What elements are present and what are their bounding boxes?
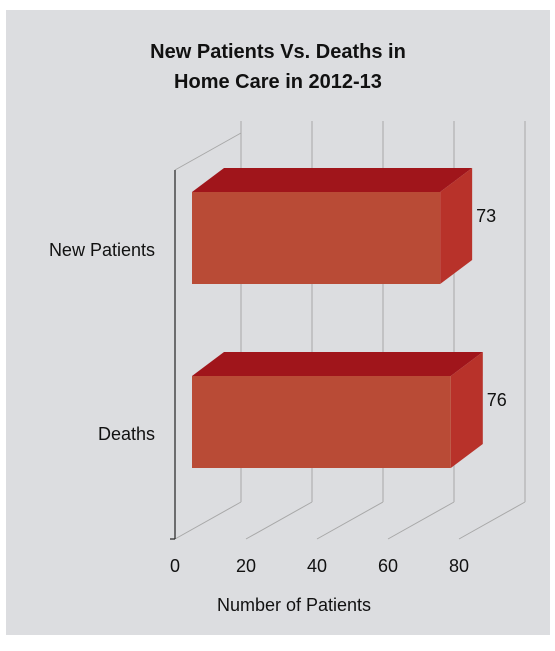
x-tick-label: 0 xyxy=(170,556,180,576)
bar-top-face xyxy=(192,352,483,376)
x-tick-label: 20 xyxy=(236,556,256,576)
wall-edge-line xyxy=(174,132,242,171)
chart-panel: New Patients Vs. Deaths in Home Care in … xyxy=(6,10,550,635)
data-label: 76 xyxy=(487,390,507,410)
chart-title-line-2: Home Care in 2012-13 xyxy=(174,71,382,93)
floor-gridline xyxy=(316,501,384,540)
floor-gridline xyxy=(245,501,313,540)
bar-top-face xyxy=(192,168,473,192)
x-tick-label: 80 xyxy=(449,556,469,576)
bar-side-face xyxy=(450,352,483,468)
floor-gridline xyxy=(174,501,242,540)
x-tick-label: 60 xyxy=(378,556,398,576)
floor-gridline xyxy=(387,501,455,540)
bar-chart: New Patients Vs. Deaths in Home Care in … xyxy=(49,41,526,615)
category-label: New Patients xyxy=(49,240,155,260)
x-axis-title: Number of Patients xyxy=(217,595,371,615)
bar-side-face xyxy=(440,168,473,284)
x-tick-label: 40 xyxy=(307,556,327,576)
data-label: 73 xyxy=(476,206,496,226)
chart-title-line-1: New Patients Vs. Deaths in xyxy=(150,41,406,63)
category-label: Deaths xyxy=(98,424,155,444)
bars: 73 76 xyxy=(192,168,507,468)
axes: New Patients Deaths 0 20 40 60 80 xyxy=(49,170,469,576)
bar-new-patients xyxy=(192,192,441,284)
floor-gridline xyxy=(458,501,526,540)
bar-deaths xyxy=(192,376,451,468)
